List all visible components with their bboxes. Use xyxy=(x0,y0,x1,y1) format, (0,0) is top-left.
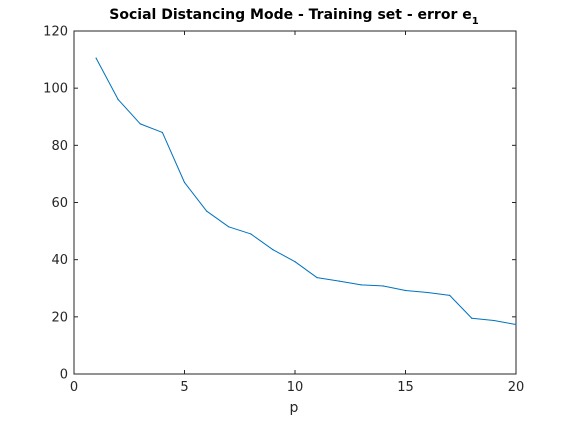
axes-box xyxy=(73,30,517,375)
series-group xyxy=(95,57,517,326)
series-line xyxy=(95,57,517,326)
data-point xyxy=(404,289,407,292)
data-point xyxy=(471,317,473,319)
x-axis-ticks: 0 5 10 15 20 xyxy=(70,31,524,395)
y-tick-label: 100 xyxy=(43,82,68,97)
data-point xyxy=(161,131,163,134)
chart-title-text: Social Distancing Mode - Training set - … xyxy=(109,7,471,23)
data-point xyxy=(228,226,230,228)
data-point xyxy=(382,285,384,287)
data-point xyxy=(515,323,517,326)
data-point xyxy=(449,294,451,296)
chart-title: Social Distancing Mode - Training set - … xyxy=(109,7,478,27)
data-point xyxy=(206,210,208,212)
data-point xyxy=(272,249,274,251)
data-point xyxy=(117,99,119,101)
y-tick-label: 120 xyxy=(43,25,68,40)
y-tick-label: 40 xyxy=(51,253,68,268)
data-point xyxy=(95,57,97,59)
plot-frame xyxy=(73,30,517,375)
x-tick-label: 0 xyxy=(70,380,78,395)
chart-title-subscript: 1 xyxy=(472,16,479,27)
data-point xyxy=(427,291,429,294)
x-tick-label: 5 xyxy=(180,380,188,395)
x-tick-label: 15 xyxy=(397,380,414,395)
data-point xyxy=(338,280,340,282)
y-axis-ticks: 0 20 40 60 80 100 120 xyxy=(43,25,516,383)
x-tick-label: 10 xyxy=(287,380,304,395)
data-point xyxy=(294,261,296,263)
y-tick-label: 60 xyxy=(51,196,68,211)
y-tick-label: 0 xyxy=(60,368,68,383)
data-point xyxy=(139,123,141,125)
data-point xyxy=(250,233,252,235)
data-point xyxy=(316,277,318,279)
data-point xyxy=(183,181,186,184)
y-tick-label: 20 xyxy=(51,310,68,325)
x-tick-label: 20 xyxy=(508,380,525,395)
data-point xyxy=(360,284,362,286)
y-tick-label: 80 xyxy=(51,139,68,154)
x-axis-label: p xyxy=(290,400,299,416)
data-point xyxy=(493,319,495,322)
